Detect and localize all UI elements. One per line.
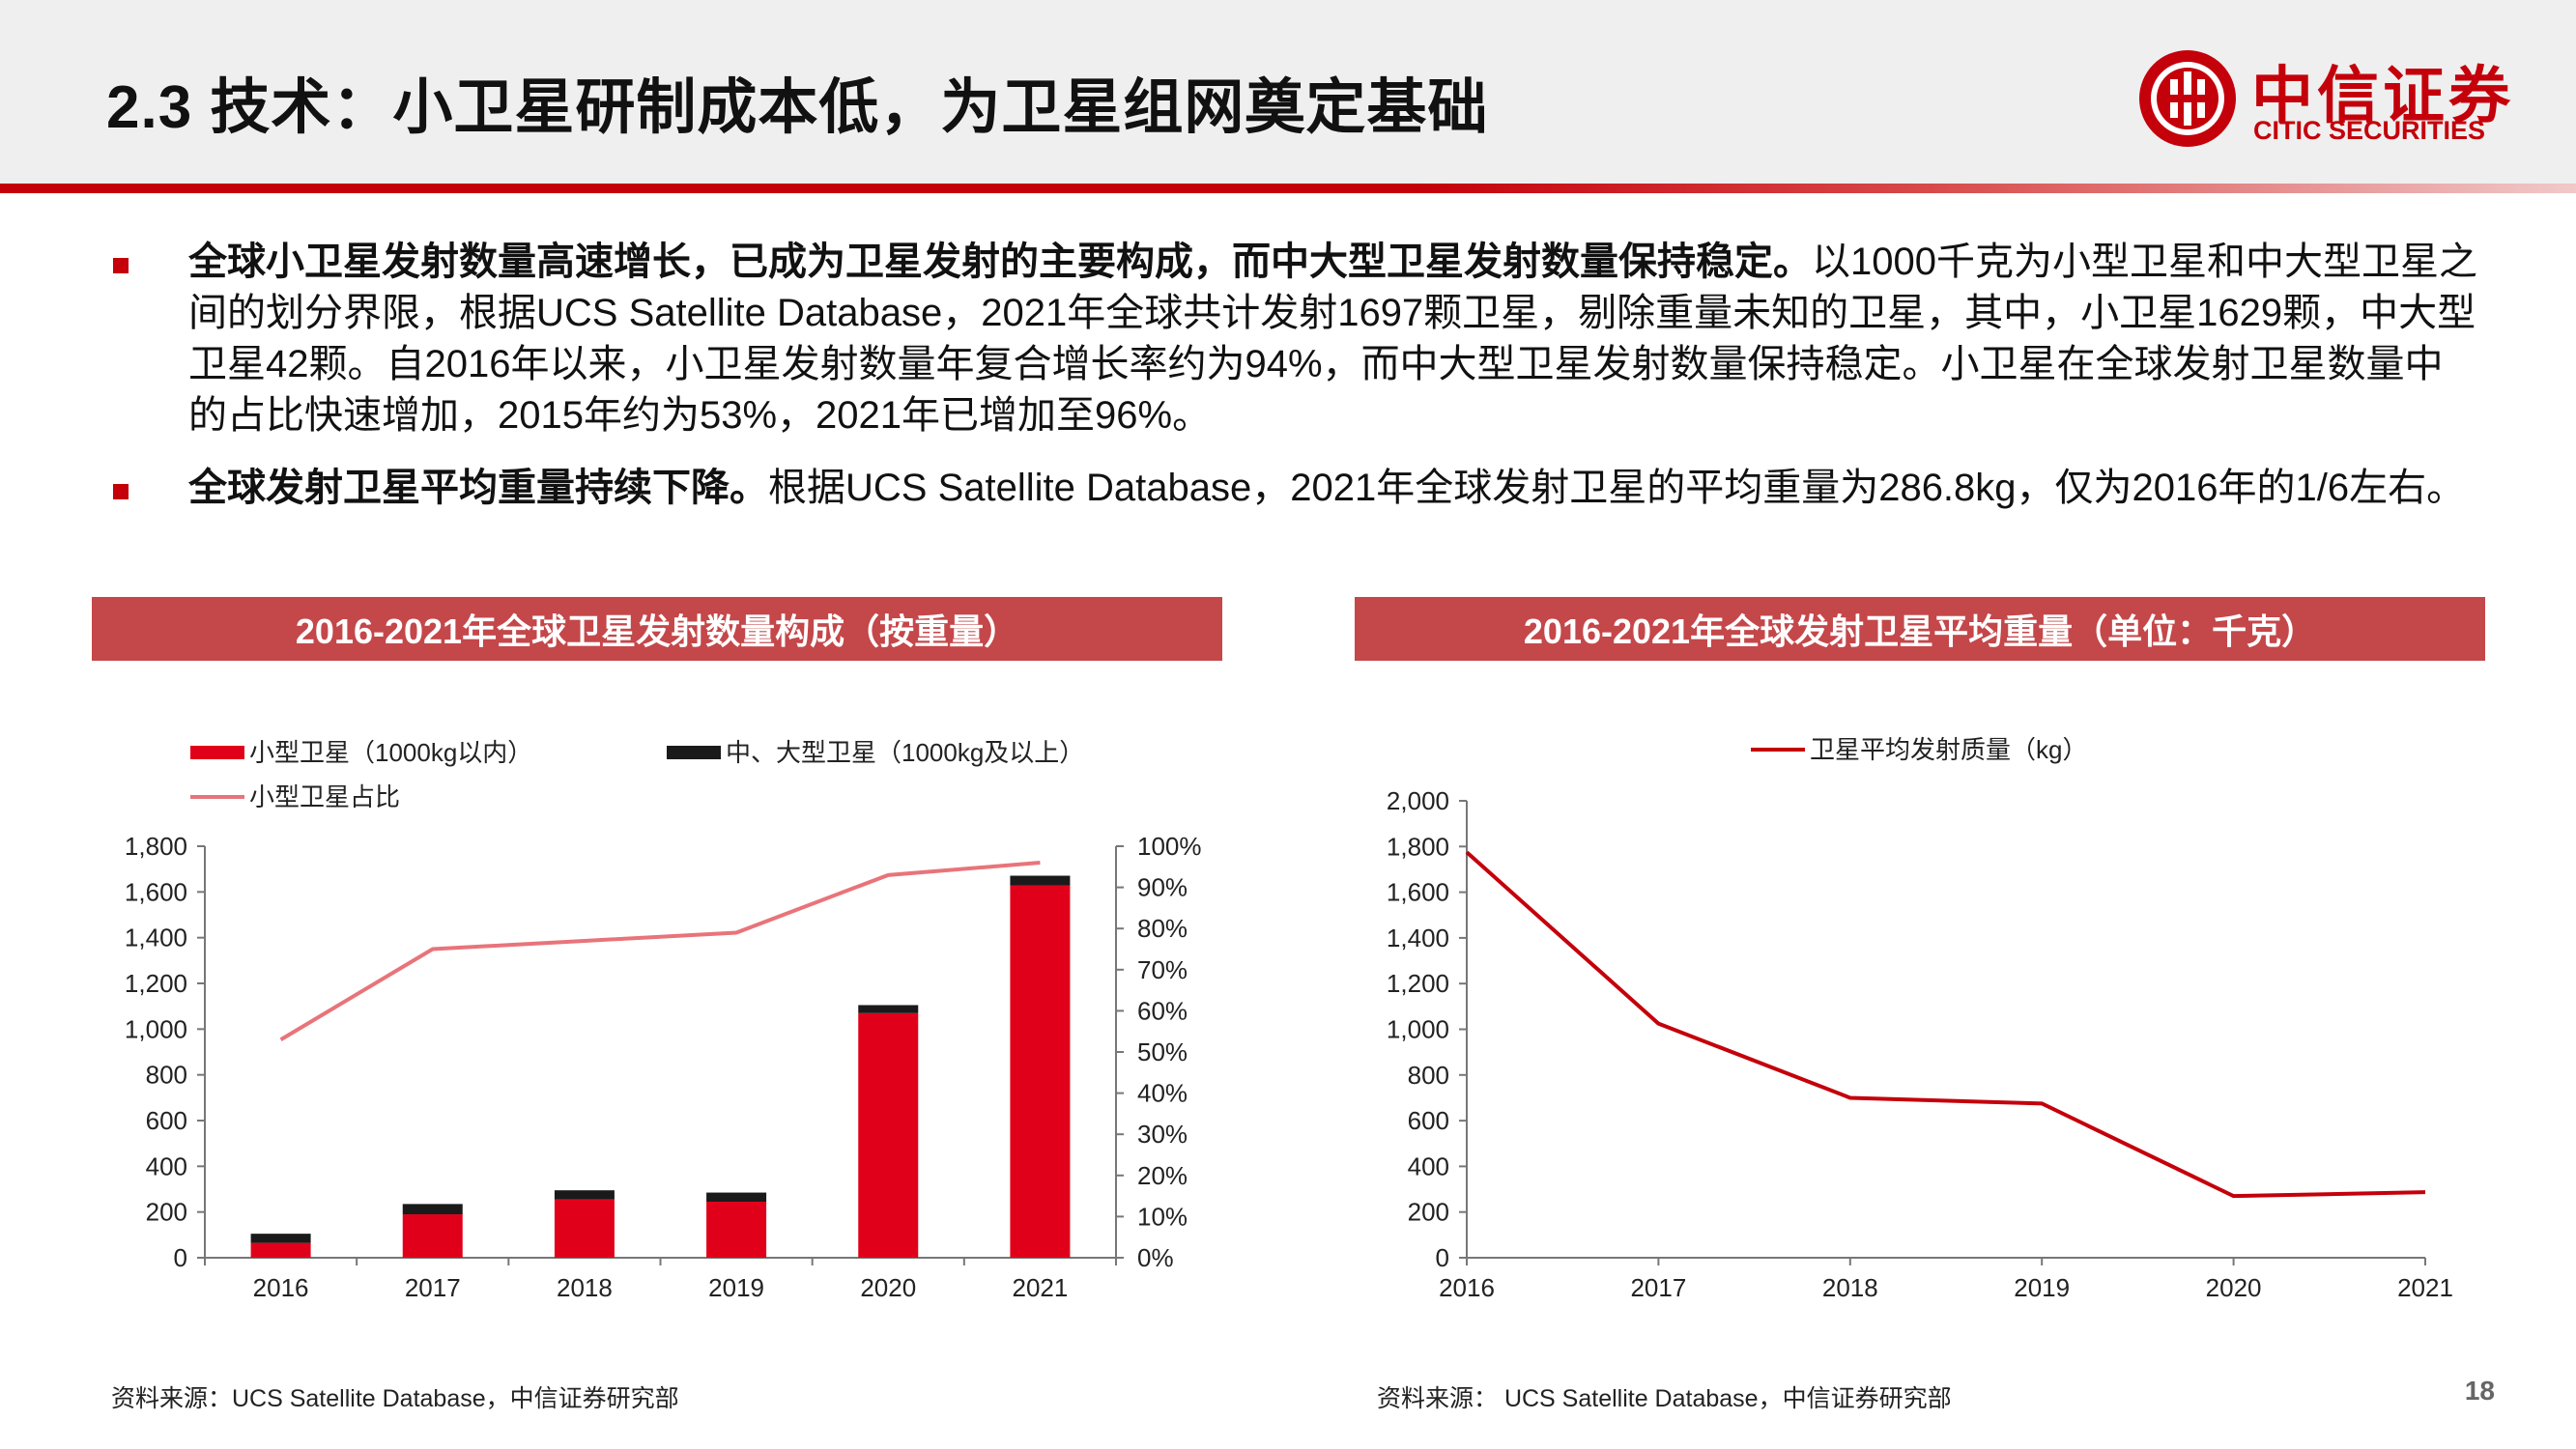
bullet-text: 以1000千克为小型卫星和中大型卫星之间的划分界限，根据UCS Satellit… — [188, 241, 2477, 437]
bar-large-satellite — [706, 1192, 767, 1203]
y2-tick-label: 100% — [1137, 832, 1202, 861]
y-tick-label: 1,200 — [1387, 969, 1449, 998]
citic-logo-mark — [2139, 50, 2236, 147]
y-tick-label: 1,800 — [125, 832, 187, 861]
y-tick-label: 400 — [1408, 1151, 1449, 1180]
bullet-text: 根据UCS Satellite Database，2021年全球发射卫星的平均重… — [768, 467, 2466, 509]
bar-small-satellite — [858, 1012, 919, 1258]
logo-text-cn: 中信证券 — [2251, 61, 2514, 130]
bullet-list: 全球小卫星发射数量高速增长，已成为卫星发射的主要构成，而中大型卫星发射数量保持稳… — [111, 237, 2478, 535]
y2-tick-label: 60% — [1137, 996, 1188, 1025]
y2-tick-label: 80% — [1137, 914, 1188, 943]
x-tick-label: 2020 — [860, 1273, 916, 1302]
x-tick-label: 2019 — [708, 1273, 764, 1302]
header-divider — [0, 184, 2576, 193]
header-bar: 2.3 技术：小卫星研制成本低，为卫星组网奠定基础 中信证券 CITIC SEC… — [0, 0, 2576, 184]
y2-tick-label: 90% — [1137, 873, 1188, 902]
y-tick-label: 200 — [146, 1198, 187, 1227]
logo-text-en: CITIC SECURITIES — [2253, 116, 2486, 145]
source-note-right: 资料来源： UCS Satellite Database，中信证券研究部 — [1377, 1385, 1952, 1412]
legend-swatch-small — [190, 746, 244, 759]
chart-title-right: 2016-2021年全球发射卫星平均重量（单位：千克） — [1355, 597, 2485, 661]
bar-large-satellite — [250, 1234, 311, 1243]
bar-small-satellite — [706, 1202, 767, 1258]
y-tick-label: 1,800 — [1387, 832, 1449, 861]
page-title: 2.3 技术：小卫星研制成本低，为卫星组网奠定基础 — [106, 74, 1489, 141]
y-tick-label: 2,000 — [1387, 786, 1449, 815]
bar-large-satellite — [858, 1005, 919, 1013]
bullet-lead: 全球发射卫星平均重量持续下降。 — [188, 467, 768, 509]
y2-tick-label: 40% — [1137, 1079, 1188, 1108]
series-line-share — [279, 861, 1041, 1041]
bar-large-satellite — [402, 1204, 463, 1215]
launch-count-chart: 0 200 400 600 800 1,000 1,200 1,400 1,600 1,800 0%… — [125, 738, 1202, 1302]
bar-small-satellite — [554, 1199, 615, 1258]
y-tick-label: 1,400 — [125, 923, 187, 952]
y2-tick-label: 50% — [1137, 1037, 1188, 1066]
bullet-item: 全球小卫星发射数量高速增长，已成为卫星发射的主要构成，而中大型卫星发射数量保持稳… — [111, 237, 2478, 441]
x-tick-label: 2020 — [2206, 1273, 2262, 1302]
y-tick-label: 800 — [1408, 1061, 1449, 1090]
y-tick-label: 1,600 — [1387, 878, 1449, 907]
chart-title-left: 2016-2021年全球卫星发射数量构成（按重量） — [92, 597, 1222, 661]
y2-tick-label: 10% — [1137, 1202, 1188, 1231]
citic-logo: 中信证券 CITIC SECURITIES — [2135, 46, 2532, 153]
bullet-marker — [113, 484, 129, 499]
bar-small-satellite — [402, 1214, 463, 1258]
bar-small-satellite — [1010, 885, 1071, 1258]
y-tick-label: 600 — [1408, 1106, 1449, 1135]
x-tick-label: 2018 — [557, 1273, 613, 1302]
y-tick-label: 1,000 — [125, 1014, 187, 1043]
y2-tick-label: 30% — [1137, 1120, 1188, 1149]
y-tick-label: 800 — [146, 1061, 187, 1090]
bullet-item: 全球发射卫星平均重量持续下降。根据UCS Satellite Database，… — [111, 463, 2478, 514]
bullet-lead: 全球小卫星发射数量高速增长，已成为卫星发射的主要构成，而中大型卫星发射数量保持稳… — [188, 241, 1812, 283]
y-tick-label: 1,000 — [1387, 1015, 1449, 1044]
series-line-average-mass — [1465, 850, 2426, 1199]
bar-large-satellite — [554, 1190, 615, 1200]
y2-tick-label: 70% — [1137, 955, 1188, 984]
y2-tick-label: 20% — [1137, 1161, 1188, 1190]
x-tick-label: 2019 — [2014, 1273, 2070, 1302]
bar-small-satellite — [250, 1242, 311, 1258]
y-tick-label: 200 — [1408, 1198, 1449, 1227]
legend-label-small: 小型卫星（1000kg以内） — [249, 738, 532, 767]
x-tick-label: 2017 — [405, 1273, 461, 1302]
legend-swatch-large — [667, 746, 721, 759]
x-tick-label: 2018 — [1822, 1273, 1878, 1302]
y-tick-label: 1,200 — [125, 969, 187, 998]
bar-large-satellite — [1010, 875, 1071, 886]
page-number: 18 — [2464, 1376, 2495, 1406]
legend-label-mass: 卫星平均发射质量（kg） — [1810, 735, 2087, 764]
y-tick-label: 1,400 — [1387, 923, 1449, 952]
y2-tick-label: 0% — [1137, 1243, 1174, 1272]
y-tick-label: 1,600 — [125, 877, 187, 906]
x-tick-label: 2016 — [1439, 1273, 1495, 1302]
source-note-left: 资料来源：UCS Satellite Database，中信证券研究部 — [111, 1385, 679, 1412]
y-tick-label: 0 — [174, 1243, 187, 1272]
x-tick-label: 2021 — [1012, 1273, 1068, 1302]
x-tick-label: 2016 — [253, 1273, 309, 1302]
legend-label-share: 小型卫星占比 — [249, 782, 400, 811]
y-tick-label: 400 — [146, 1151, 187, 1180]
y-tick-label: 0 — [1436, 1243, 1449, 1272]
legend-label-large: 中、大型卫星（1000kg及以上） — [726, 738, 1084, 767]
average-mass-chart: 0 200 400 600 800 1,000 1,200 1,400 1,600 1,800 2,… — [1387, 735, 2453, 1302]
y-tick-label: 600 — [146, 1106, 187, 1135]
bullet-marker — [113, 258, 129, 273]
x-tick-label: 2017 — [1630, 1273, 1686, 1302]
x-tick-label: 2021 — [2397, 1273, 2453, 1302]
